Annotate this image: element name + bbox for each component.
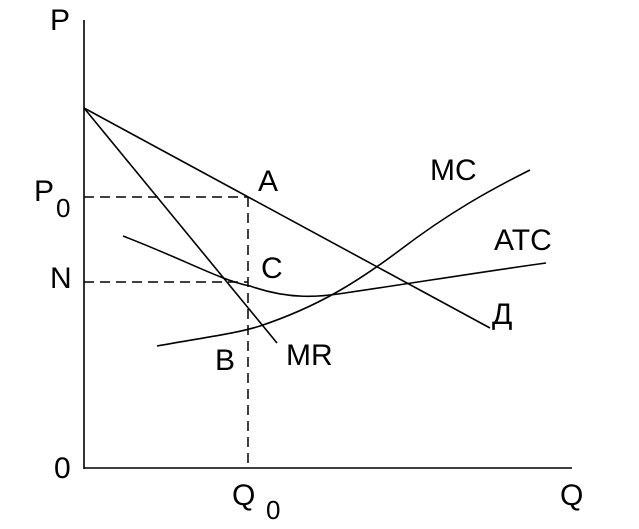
point-label: B: [215, 344, 235, 377]
price-label: P: [34, 175, 54, 208]
curve-label: Д: [492, 298, 512, 331]
atc-curve: [122, 235, 547, 298]
origin-label: 0: [54, 452, 71, 485]
mc-curve: [156, 169, 531, 347]
quantity-subscript: 0: [266, 495, 280, 525]
mr-curve: [83, 107, 278, 344]
point-label: A: [258, 165, 278, 198]
quantity-label: Q: [232, 479, 255, 512]
curve-label: ATC: [494, 224, 552, 257]
curve-label: MR: [286, 339, 333, 372]
x-axis-label: Q: [560, 479, 583, 512]
y-axis-label: P: [50, 4, 70, 37]
price-subscript: 0: [56, 193, 70, 223]
demand-curve: [83, 107, 491, 329]
curve-label: MC: [430, 154, 477, 187]
price-label: N: [50, 262, 72, 295]
point-label: C: [261, 252, 283, 285]
